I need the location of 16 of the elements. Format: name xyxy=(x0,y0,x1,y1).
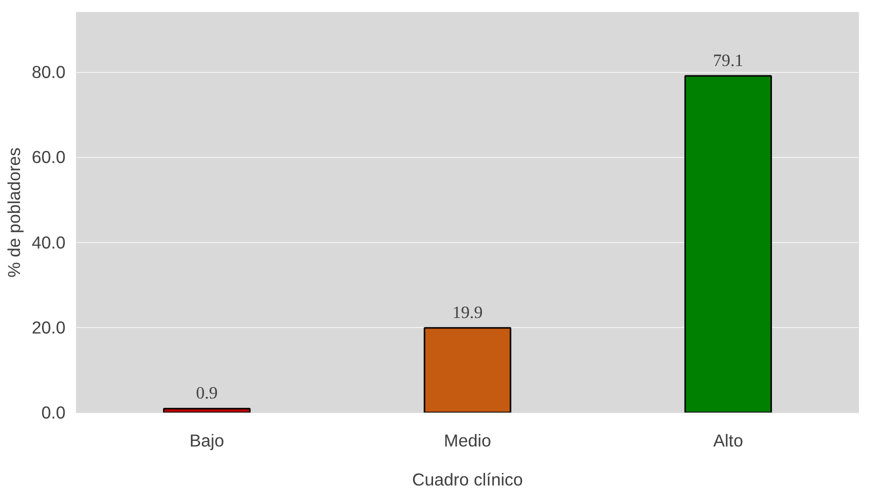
y-axis-title: % de pobladores xyxy=(4,147,24,278)
y-tick-label: 20.0 xyxy=(32,317,66,338)
bar xyxy=(163,408,251,412)
bar xyxy=(684,75,772,412)
data-label: 0.9 xyxy=(196,384,218,403)
bar xyxy=(424,327,512,412)
x-tick-label: Bajo xyxy=(189,430,224,450)
x-tick-label: Alto xyxy=(713,430,744,450)
x-tick-label: Medio xyxy=(444,430,492,450)
data-label: 79.1 xyxy=(713,50,744,70)
data-label: 19.9 xyxy=(452,302,483,322)
y-tick-label: 0.0 xyxy=(41,402,66,422)
x-axis-title: Cuadro clínico xyxy=(412,470,523,490)
y-tick-label: 40.0 xyxy=(32,232,66,252)
y-tick-label: 60.0 xyxy=(32,147,66,168)
y-tick-label: 80.0 xyxy=(32,62,66,82)
